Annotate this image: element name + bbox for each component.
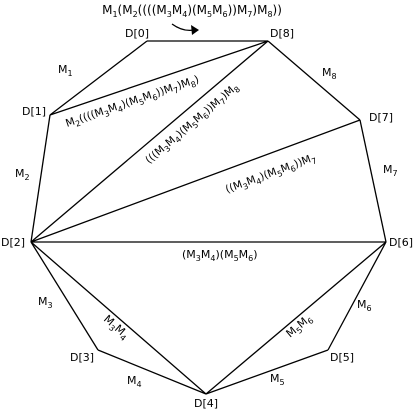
vertex-label-d5: D[5] (330, 351, 354, 364)
side-label-m7: M7 (383, 163, 398, 178)
side-label-m5: M5 (270, 372, 285, 387)
side-label-m6: M6 (357, 298, 372, 313)
diagonal-label-d6-d4: M5M6 (284, 312, 316, 342)
side-label-m8: M8 (322, 66, 337, 81)
side-d2-d1 (30, 114, 51, 243)
diagonal-label-d1-d8: M2((((M3M4)(M5M6))M7)M8) (64, 74, 201, 132)
diagonal-label-d2-d7: ((M3M4)(M5M6))M7 (224, 151, 318, 197)
side-d3-d2 (30, 241, 99, 351)
vertex-labels: D[0] D[8] D[7] D[6] D[5] D[4] D[3] D[2] … (1, 27, 413, 410)
title-arrow (171, 23, 199, 35)
diagonal-d2-d7 (30, 119, 361, 243)
side-labels: M1 M8 M2 M7 M3 M6 M4 M5 (15, 63, 398, 389)
side-d5-d4 (205, 349, 329, 395)
polygon-sides (30, 40, 387, 395)
side-d1-d0 (49, 40, 148, 116)
vertex-label-d7: D[7] (369, 111, 393, 124)
diagonal-d1-d8 (49, 40, 269, 116)
diagram-title: M1(M2((((M3M4)(M5M6))M7)M8)) (102, 3, 282, 19)
diagonal-labels: M2((((M3M4)(M5M6))M7)M8) (((M3M4)(M5M6))… (64, 74, 318, 343)
diagonal-d2-d8 (30, 40, 269, 243)
diagonal-d2-d4 (30, 241, 207, 395)
side-label-m1: M1 (58, 63, 73, 78)
vertex-label-d2: D[2] (1, 236, 25, 249)
diagonal-label-d2-d6: (M3M4)(M5M6) (182, 248, 258, 263)
diagonal-d6-d4 (205, 241, 387, 395)
side-d4-d3 (97, 349, 207, 395)
side-label-m3: M3 (38, 295, 53, 310)
vertex-label-d3: D[3] (70, 351, 94, 364)
vertex-label-d0: D[0] (125, 27, 149, 40)
side-label-m2: M2 (15, 167, 30, 182)
side-d8-d7 (267, 40, 361, 121)
vertex-label-d8: D[8] (270, 27, 294, 40)
diagonal-label-d2-d4: M3M4 (100, 312, 132, 342)
vertex-label-d1: D[1] (22, 105, 46, 118)
diagonals (30, 40, 387, 395)
side-d7-d6 (359, 119, 387, 243)
side-label-m4: M4 (127, 374, 142, 389)
side-d6-d5 (327, 241, 387, 351)
vertex-label-d6: D[6] (389, 236, 413, 249)
vertex-label-d4: D[4] (194, 397, 218, 410)
